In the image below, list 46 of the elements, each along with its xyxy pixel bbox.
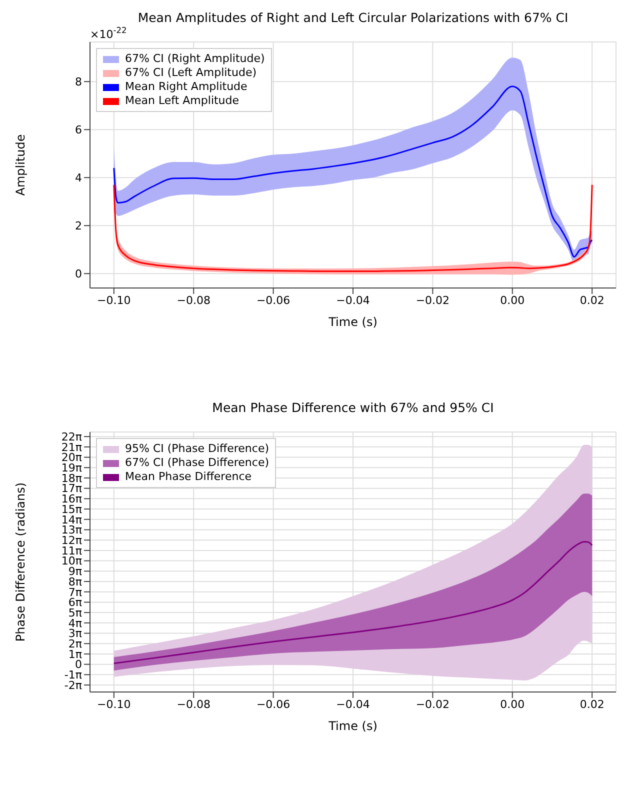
y-tick-label: 4 [75, 172, 82, 185]
x-tick-label: −0.04 [336, 294, 370, 307]
y-axis-title: Amplitude [13, 134, 28, 196]
x-tick-label: 0.00 [500, 294, 525, 307]
y-tick-label: 4π [68, 616, 82, 630]
y-tick-label: 2 [75, 220, 82, 233]
y-tick-label: 17π [61, 482, 82, 496]
x-tick-label: −0.08 [176, 698, 210, 711]
y-tick-label: 21π [61, 440, 82, 454]
y-tick-label: 14π [61, 513, 82, 526]
chart-title: Mean Phase Difference with 67% and 95% CI [212, 400, 494, 415]
y-tick-label: 7π [68, 586, 82, 599]
x-tick-label: 0.02 [580, 294, 604, 307]
legend-label: Mean Left Amplitude [125, 94, 240, 108]
x-tick-label: −0.04 [336, 698, 370, 711]
y-tick-label: 8 [75, 76, 82, 89]
y-tick-label: 0 [75, 268, 82, 281]
y-tick-label: 10π [61, 554, 82, 568]
legend-label: 67% CI (Right Amplitude) [125, 52, 265, 66]
legend-label: 67% CI (Phase Difference) [125, 456, 269, 470]
chart-title: Mean Amplitudes of Right and Left Circular Polarizations with 67% CI [138, 10, 568, 25]
y-axis-title: Phase Difference (radians) [13, 482, 28, 642]
x-axis-title: Time (s) [328, 719, 378, 733]
text: ×10$^{-22}$ [90, 25, 127, 41]
y-tick-label: 3π [68, 627, 82, 640]
legend-label: 67% CI (Left Amplitude) [125, 66, 257, 80]
x-tick-label: −0.06 [256, 294, 290, 307]
x-tick-label: −0.10 [97, 294, 131, 307]
x-axis-title: Time (s) [328, 315, 378, 329]
y-tick-label: 22π [61, 430, 82, 444]
x-tick-label: −0.02 [416, 294, 450, 307]
y-tick-label: 20π [61, 451, 82, 464]
x-tick-label: −0.06 [256, 698, 290, 711]
x-tick-label: −0.08 [176, 294, 210, 307]
x-tick-label: −0.10 [97, 698, 131, 711]
line-series [113, 184, 593, 272]
legend-label: Mean Phase Difference [125, 470, 252, 484]
y-tick-label: 11π [61, 544, 82, 558]
y-tick-label: 6 [75, 124, 82, 137]
x-tick-label: −0.02 [416, 698, 450, 711]
line-series [113, 540, 593, 664]
x-tick-label: 0.00 [500, 698, 525, 711]
legend-label: Mean Right Amplitude [125, 80, 248, 94]
y-tick-label: 0 [75, 658, 82, 672]
x-tick-label: 0.02 [580, 698, 604, 711]
legend-label: 95% CI (Phase Difference) [125, 442, 269, 456]
